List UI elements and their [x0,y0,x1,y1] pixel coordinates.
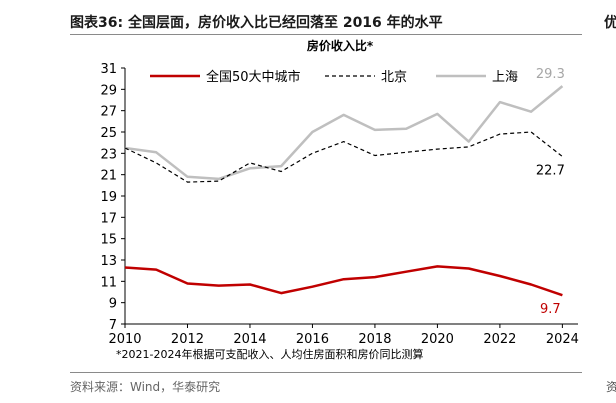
end-value-label: 22.7 [536,164,565,179]
x-tick-label: 2024 [546,332,579,347]
y-tick-label: 11 [100,275,117,290]
cropped-source-glyph: 资 [606,380,616,394]
series-line [124,131,563,183]
end-value-label: 9.7 [540,302,561,317]
y-tick-label: 15 [100,233,117,248]
x-tick-label: 2022 [483,332,516,347]
chart-title: 房价收入比* [307,38,374,53]
legend-label: 全国50大中城市 [206,69,301,85]
y-tick-label: 19 [100,190,117,205]
series-line [124,85,564,181]
x-tick-label: 2018 [358,332,391,347]
y-tick-label: 25 [100,126,117,141]
bottom-divider [70,372,582,373]
legend-label: 上海 [492,70,518,85]
x-axis: 2010 2012 2014 2016 2018 2020 2022 2024 [108,323,579,347]
x-tick-label: 2012 [171,332,204,347]
x-tick-label: 2014 [233,332,266,347]
end-value-label: 29.3 [536,67,565,82]
y-tick-label: 27 [100,105,117,120]
y-tick-label: 29 [100,83,117,98]
end-labels: 9.7 22.7 29.3 [536,67,565,317]
cropped-title-glyph: 优 [604,15,616,31]
title-divider [70,34,582,35]
y-tick-label: 13 [100,254,117,269]
series-lines [124,85,564,297]
source-note: 资料来源：Wind，华泰研究 [70,380,221,394]
y-tick-label: 9 [109,297,117,312]
y-axis: 7 9 11 13 15 17 19 21 23 25 27 29 31 [100,62,126,333]
y-tick-label: 21 [100,169,117,184]
y-tick-label: 23 [100,147,117,162]
x-tick-label: 2020 [421,332,454,347]
series-line [124,265,563,297]
figure-title: 图表36: 全国层面，房价收入比已经回落至 2016 年的水平 [70,15,443,31]
x-tick-label: 2010 [108,332,141,347]
legend-label: 北京 [381,70,407,85]
x-tick-label: 2016 [296,332,329,347]
y-tick-label: 17 [100,211,117,226]
y-tick-label: 7 [109,318,117,333]
legend: 全国50大中城市 北京 上海 [150,69,518,85]
chart-footnote: *2021-2024年根据可支配收入、人均住房面积和房价同比测算 [116,348,424,361]
y-tick-label: 31 [100,62,117,77]
